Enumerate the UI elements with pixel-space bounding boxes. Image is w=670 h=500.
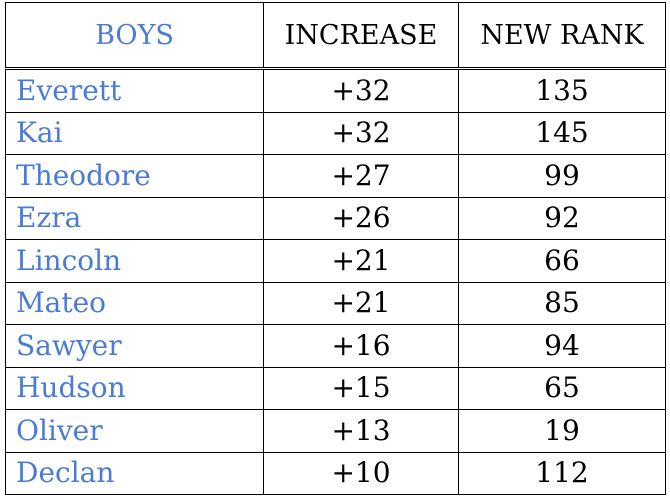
- rank-cell: 19: [458, 409, 666, 453]
- data-row: Mateo +21 85: [5, 281, 666, 325]
- increase-cell: +21: [263, 281, 459, 325]
- data-row: Ezra +26 92: [5, 196, 666, 240]
- data-row: Declan +10 112: [5, 451, 666, 495]
- data-row: Oliver +13 19: [5, 409, 666, 453]
- rank-cell: 99: [458, 154, 666, 198]
- names-table: BOYS INCREASE NEW RANK Everett +32 135 Kai +32 1…: [5, 2, 666, 495]
- increase-cell: +27: [263, 154, 459, 198]
- rank-cell: 65: [458, 366, 666, 410]
- name-cell: Kai: [5, 111, 264, 155]
- rank-cell: 66: [458, 239, 666, 283]
- data-row: Theodore +27 99: [5, 154, 666, 198]
- header-cell: BOYS: [5, 2, 264, 70]
- increase-cell: +13: [263, 409, 459, 453]
- name-cell: Ezra: [5, 196, 264, 240]
- name-cell: Everett: [5, 68, 264, 113]
- header-row: BOYS INCREASE NEW RANK: [5, 2, 666, 70]
- name-cell: Theodore: [5, 154, 264, 198]
- rank-cell: 94: [458, 324, 666, 368]
- increase-cell: +21: [263, 239, 459, 283]
- data-row: Sawyer +16 94: [5, 324, 666, 368]
- name-cell: Sawyer: [5, 324, 264, 368]
- header-cell: INCREASE: [263, 2, 459, 70]
- rank-cell: 112: [458, 451, 666, 495]
- increase-cell: +16: [263, 324, 459, 368]
- data-row: Everett +32 135: [5, 68, 666, 113]
- name-cell: Mateo: [5, 281, 264, 325]
- table-screenshot: BOYS INCREASE NEW RANK Everett +32 135 Kai +32 1…: [5, 2, 666, 495]
- rank-cell: 145: [458, 111, 666, 155]
- increase-cell: +26: [263, 196, 459, 240]
- increase-cell: +10: [263, 451, 459, 495]
- name-cell: Hudson: [5, 366, 264, 410]
- name-cell: Lincoln: [5, 239, 264, 283]
- name-cell: Oliver: [5, 409, 264, 453]
- table-body: BOYS INCREASE NEW RANK Everett +32 135 Kai +32 1…: [5, 2, 666, 495]
- name-cell: Declan: [5, 451, 264, 495]
- rank-cell: 135: [458, 68, 666, 113]
- rank-cell: 92: [458, 196, 666, 240]
- increase-cell: +15: [263, 366, 459, 410]
- data-row: Hudson +15 65: [5, 366, 666, 410]
- rank-cell: 85: [458, 281, 666, 325]
- increase-cell: +32: [263, 111, 459, 155]
- data-row: Kai +32 145: [5, 111, 666, 155]
- header-cell: NEW RANK: [458, 2, 666, 70]
- data-row: Lincoln +21 66: [5, 239, 666, 283]
- increase-cell: +32: [263, 68, 459, 113]
